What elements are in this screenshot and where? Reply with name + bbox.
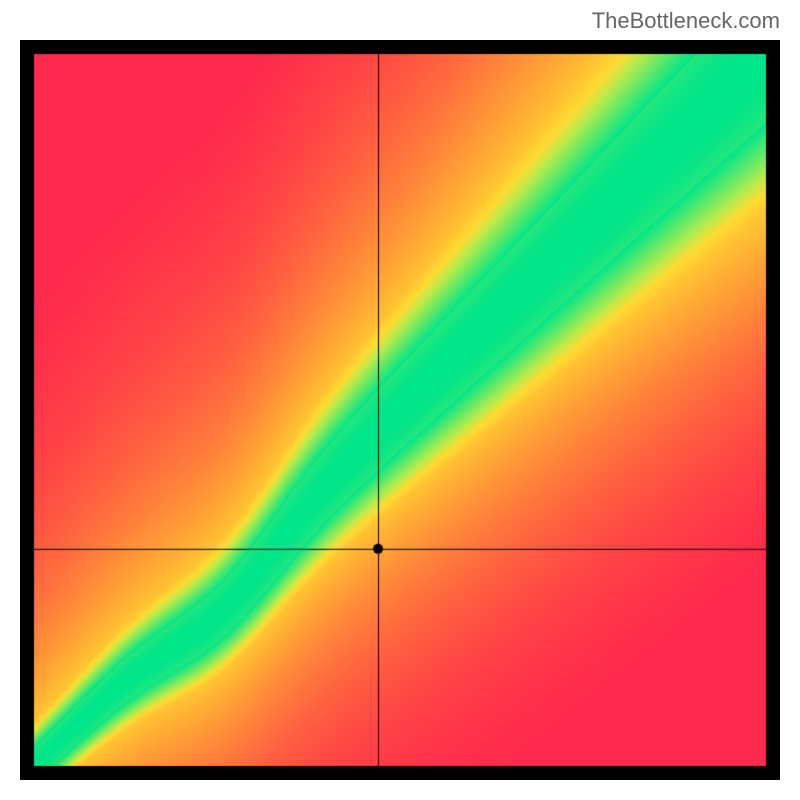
chart-container: TheBottleneck.com [0, 0, 800, 800]
heatmap-canvas [20, 40, 780, 780]
watermark-text: TheBottleneck.com [592, 8, 780, 34]
heatmap-plot [20, 40, 780, 780]
